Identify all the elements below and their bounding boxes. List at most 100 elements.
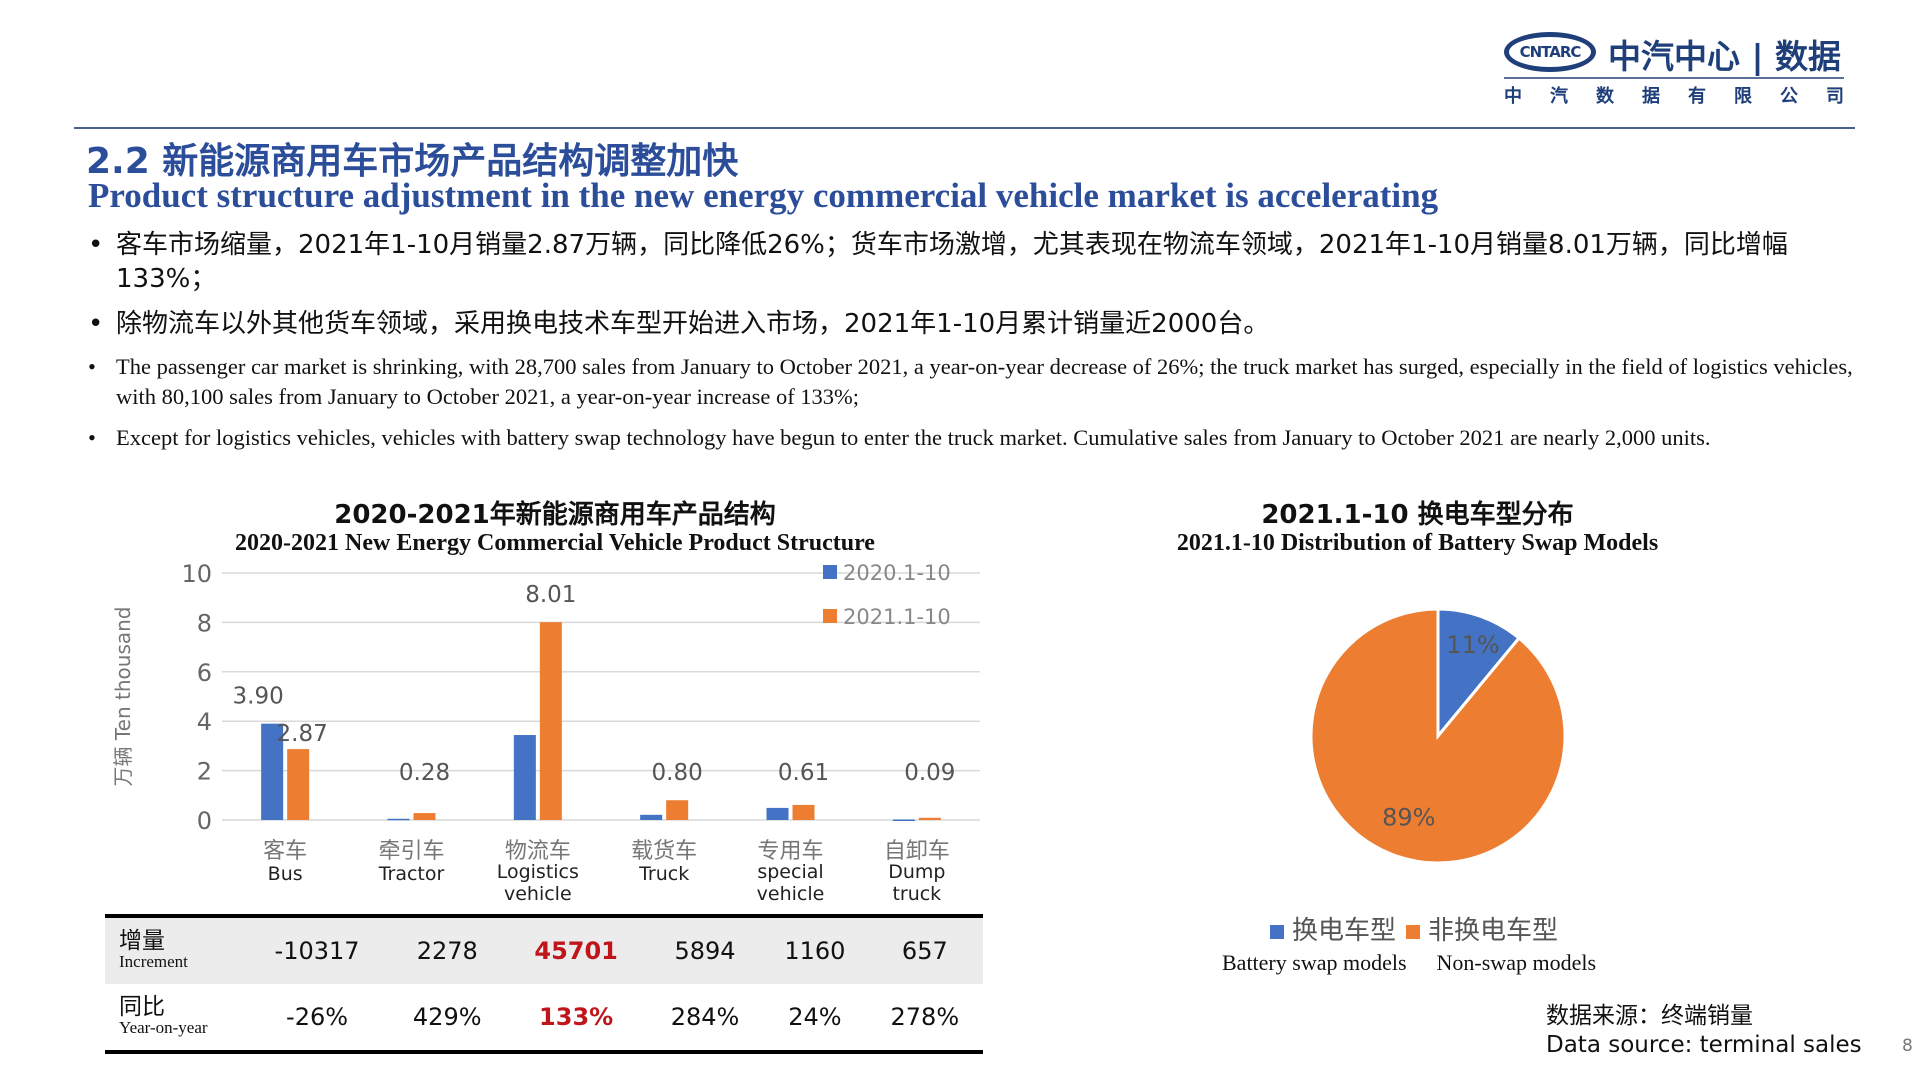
x-tick-label-en: Truck	[638, 863, 689, 885]
bar-2020.1-10	[261, 723, 284, 820]
cnatrc-logo: CNTARC 中汽中心 | 数据 中 汽 数 据 有 限 公 司	[1500, 28, 1845, 108]
logo-char: 司	[1826, 86, 1844, 107]
legend-swatch	[823, 565, 837, 579]
logo-char: 据	[1642, 86, 1660, 107]
data-label: 0.09	[904, 760, 955, 786]
table-cell: 2278	[389, 914, 506, 984]
table-cell: 657	[866, 914, 983, 984]
bar-2021.1-10	[918, 817, 941, 820]
legend-swatch	[1270, 925, 1284, 939]
table-cell: 278%	[866, 984, 983, 1054]
pie-chart-subtitle: 2021.1-10 Distribution of Battery Swap M…	[1176, 530, 1659, 556]
pie-legend-en: Battery swap models Non-swap models	[1222, 950, 1596, 976]
pie-data-label: 11%	[1446, 631, 1499, 659]
bar-chart-title: 2020-2021年新能源商用车产品结构	[334, 500, 776, 530]
table-cell: 284%	[646, 984, 764, 1054]
logo-char: 中	[1504, 86, 1522, 107]
bar-2021.1-10	[792, 804, 815, 820]
bullet-en-1: The passenger car market is shrinking, w…	[86, 352, 1856, 412]
y-tick-label: 4	[197, 708, 212, 736]
bar-2021.1-10	[287, 749, 310, 820]
pie-chart: 11% 89%	[1309, 607, 1567, 865]
bar-2020.1-10	[766, 807, 789, 820]
x-tick-label-en: Dump	[888, 861, 945, 883]
bar-2020.1-10	[640, 814, 663, 820]
x-tick-label-en: vehicle	[757, 883, 825, 905]
pie-slice-nonswap	[1309, 607, 1567, 865]
legend-label-en: Non-swap models	[1436, 950, 1597, 975]
data-label: 0.61	[778, 760, 829, 786]
logo-name: 中汽中心 | 数据	[1608, 37, 1842, 76]
y-axis-label: 万辆 Ten thousand	[111, 607, 135, 787]
y-tick-label: 8	[197, 609, 212, 637]
legend-swatch	[823, 609, 837, 623]
x-tick-label-en: Tractor	[378, 863, 445, 885]
bullet-cn-2: 除物流车以外其他货车领域，采用换电技术车型开始进入市场，2021年1-10月累计…	[86, 307, 1856, 341]
x-tick-label-en: truck	[892, 883, 941, 905]
logo-char: 汽	[1550, 86, 1568, 107]
x-tick-label-cn: 牵引车	[378, 839, 444, 864]
increment-table: 增量 Increment -10317 2278 45701 5894 1160 657 同…	[105, 914, 983, 1054]
table-cell: 429%	[389, 984, 506, 1054]
bar-chart-subtitle: 2020-2021 New Energy Commercial Vehicle …	[235, 530, 875, 556]
legend-item-nonswap: 非换电车型	[1406, 910, 1558, 947]
bar-2020.1-10	[892, 819, 915, 822]
row-header: 增量 Increment	[105, 914, 245, 984]
logo-mark: CNTARC	[1504, 32, 1596, 72]
data-label: 0.28	[399, 760, 450, 786]
logo-rule	[1504, 77, 1844, 79]
x-tick-label-en: vehicle	[504, 883, 572, 905]
table-cell: 24%	[763, 984, 867, 1054]
page-title-cn: 2.2 新能源商用车市场产品结构调整加快	[86, 141, 739, 182]
pie-data-label: 89%	[1382, 803, 1435, 831]
legend-label: 2021.1-10	[843, 605, 951, 629]
bar-chart: 0 2 4 6 8 10 万辆 Ten thousand 3.90 2.87 客车 Bus 0.28 牵…	[100, 560, 1000, 924]
logo-subtitle: 中汽数据有限公司	[1504, 82, 1844, 108]
x-tick-label-en: special	[757, 861, 823, 883]
x-tick-label-en: Logistics	[497, 861, 579, 883]
y-tick-label: 0	[197, 807, 212, 835]
x-tick-label-cn: 载货车	[631, 839, 697, 864]
table-cell: 5894	[646, 914, 764, 984]
page-title-en: Product structure adjustment in the new …	[88, 176, 1439, 215]
x-tick-label-cn: 自卸车	[884, 839, 950, 864]
bar-2021.1-10	[539, 622, 562, 820]
y-tick-label: 6	[197, 659, 212, 687]
bullet-en-2: Except for logistics vehicles, vehicles …	[86, 423, 1856, 453]
legend-item-swap: 换电车型	[1270, 910, 1396, 947]
data-label: 0.80	[652, 760, 703, 786]
y-tick-label: 10	[181, 560, 212, 588]
bar-2021.1-10	[666, 800, 689, 820]
bar-2020.1-10	[387, 818, 410, 821]
table-row-increment: 增量 Increment -10317 2278 45701 5894 1160 657	[105, 914, 983, 984]
source-en: Data source: terminal sales	[1546, 1032, 1862, 1058]
data-label: 2.87	[277, 721, 328, 747]
table-cell: 1160	[763, 914, 867, 984]
pie-chart-title: 2021.1-10 换电车型分布	[1261, 500, 1574, 530]
table-cell: -26%	[245, 984, 390, 1054]
pie-slice-swap	[1436, 607, 1522, 741]
data-source: 数据来源：终端销量 Data source: terminal sales	[1546, 1002, 1862, 1060]
legend-label: 2020.1-10	[843, 561, 951, 585]
table-row-yoy: 同比 Year-on-year -26% 429% 133% 284% 24% 278%	[105, 984, 983, 1054]
bar-2021.1-10	[413, 813, 436, 820]
table-cell: -10317	[245, 914, 390, 984]
data-label: 3.90	[233, 684, 284, 710]
bar-2020.1-10	[513, 735, 536, 820]
pie-legend: 换电车型 非换电车型	[1270, 910, 1558, 947]
logo-char: 数	[1596, 86, 1614, 107]
logo-char: 公	[1780, 86, 1798, 107]
logo-char: 有	[1688, 86, 1706, 107]
data-label: 8.01	[525, 582, 576, 608]
x-tick-label-en: Bus	[268, 863, 303, 885]
table-cell: 133%	[505, 984, 647, 1054]
row-header: 同比 Year-on-year	[105, 984, 245, 1054]
legend-label-en: Battery swap models	[1222, 950, 1407, 975]
x-tick-label-cn: 专用车	[757, 839, 823, 864]
x-tick-label-cn: 物流车	[505, 839, 571, 864]
legend-swatch	[1406, 925, 1421, 939]
logo-char: 限	[1734, 86, 1752, 107]
table-cell: 45701	[505, 914, 647, 984]
header-divider	[74, 127, 1855, 129]
bullet-cn-1: 客车市场缩量，2021年1-10月销量2.87万辆，同比降低26%；货车市场激增…	[86, 228, 1856, 296]
